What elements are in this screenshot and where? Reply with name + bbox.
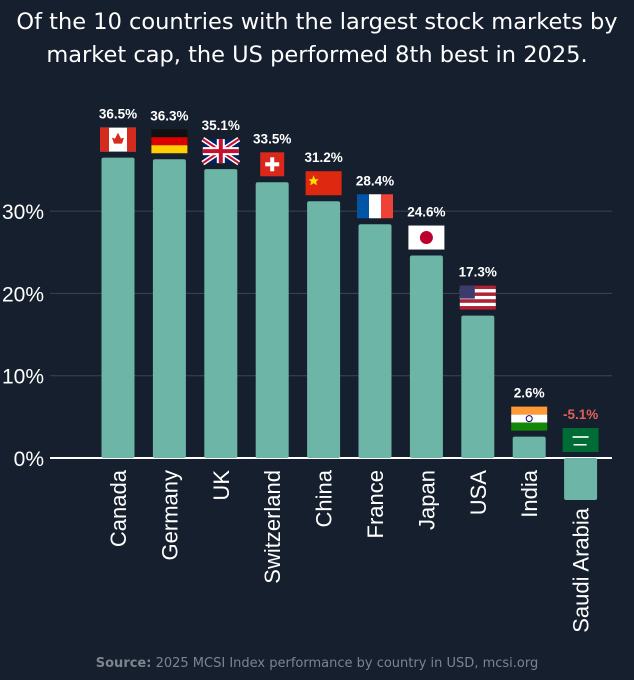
category-label: Switzerland: [260, 470, 285, 584]
flag-part: [511, 422, 548, 431]
bar-germany: [152, 159, 186, 458]
usa-flag-icon: [459, 285, 496, 310]
bar-switzerland: [255, 182, 289, 459]
flag-part: [357, 194, 369, 219]
flag-part: [151, 129, 188, 138]
category-label: Canada: [106, 469, 131, 547]
flag-part: [151, 137, 188, 146]
data-label: 35.1%: [202, 118, 240, 133]
flag-part: [562, 428, 599, 452]
data-label: 36.5%: [99, 107, 137, 122]
source-text: 2025 MCSI Index performance by country i…: [155, 656, 539, 671]
flag-part: [459, 299, 496, 303]
flag-part: [127, 127, 136, 152]
data-label: 24.6%: [407, 205, 445, 220]
flag-part: [112, 132, 124, 144]
category-label: India: [517, 469, 542, 517]
y-tick-label: 20%: [2, 283, 44, 306]
flag-part: [459, 306, 496, 310]
bar-china: [307, 201, 341, 458]
flag-part: [100, 127, 109, 152]
flag-part: [202, 149, 239, 154]
switzerland-flag-icon: [260, 152, 285, 177]
flag-part: [265, 162, 280, 167]
y-tick-label: 10%: [2, 366, 44, 389]
chart-title: Of the 10 countries with the largest sto…: [16, 9, 618, 68]
bar-canada: [101, 157, 135, 459]
category-label: France: [363, 470, 388, 538]
data-label: 2.6%: [514, 386, 545, 401]
y-tick-label: 30%: [2, 201, 44, 224]
bar-saudi-arabia: [564, 458, 598, 500]
flag-part: [511, 414, 548, 423]
flag-part: [511, 406, 548, 415]
category-label: USA: [466, 470, 491, 516]
france-flag-icon: [357, 194, 393, 219]
category-label: UK: [209, 470, 234, 501]
bar-usa: [461, 315, 495, 458]
china-flag-icon: [305, 171, 342, 196]
saudi-arabia-flag-icon: [562, 428, 599, 452]
data-label: 17.3%: [459, 265, 497, 280]
category-label: China: [312, 469, 337, 527]
bar-uk: [204, 169, 238, 458]
flag-part: [459, 292, 496, 296]
category-label: Japan: [414, 470, 439, 530]
flag-part: [525, 415, 533, 423]
category-label: Saudi Arabia: [569, 507, 594, 633]
data-label: 36.3%: [150, 108, 188, 123]
bar-france: [358, 224, 392, 458]
data-label: 31.2%: [304, 150, 342, 165]
flag-part: [459, 289, 496, 293]
flag-part: [573, 444, 587, 446]
flag-part: [459, 302, 496, 307]
flag-part: [459, 285, 496, 290]
germany-flag-icon: [151, 129, 188, 154]
data-label: 28.4%: [356, 173, 394, 188]
data-label: -5.1%: [563, 407, 598, 422]
source-label: Source:: [95, 656, 152, 671]
bar-india: [512, 436, 546, 458]
flag-part: [459, 295, 496, 300]
canada-flag-icon: [100, 127, 136, 152]
flag-part: [151, 145, 188, 154]
flag-part: [369, 194, 381, 219]
india-flag-icon: [511, 406, 548, 431]
source-note: Source: 2025 MCSI Index performance by c…: [0, 656, 634, 671]
bar-japan: [409, 255, 443, 458]
flag-part: [419, 231, 433, 245]
y-tick-label: 0%: [14, 448, 44, 471]
category-label: Germany: [157, 470, 182, 560]
uk-flag-icon: [201, 137, 241, 166]
flag-part: [308, 175, 319, 186]
flag-part: [381, 194, 393, 219]
flag-part: [459, 285, 475, 299]
flag-part: [572, 436, 589, 438]
data-label: 33.5%: [253, 131, 291, 146]
japan-flag-icon: [408, 225, 445, 250]
